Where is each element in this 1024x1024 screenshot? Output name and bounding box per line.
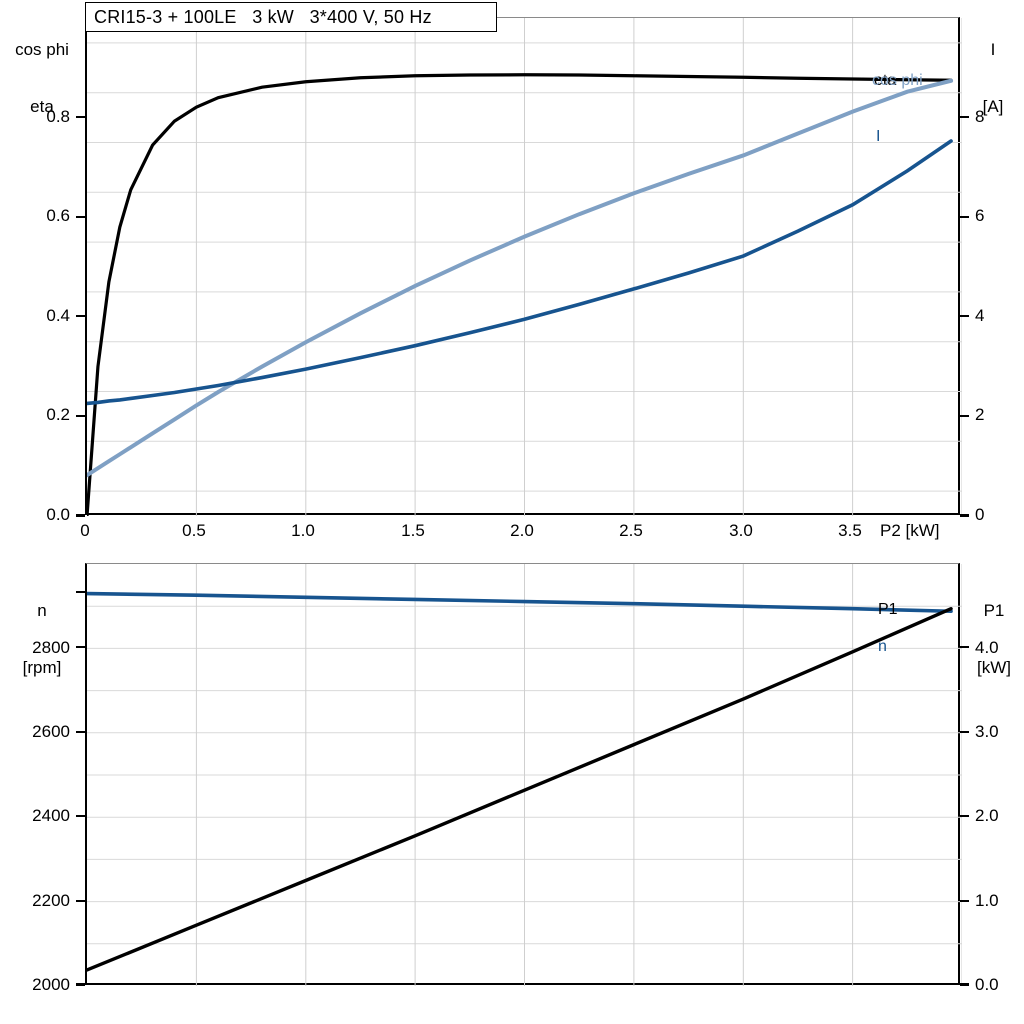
bottom-plot-area <box>85 563 962 986</box>
curve-cos-phi <box>87 78 954 478</box>
tick-mark <box>76 514 85 517</box>
top-left-axis-title: cos phi eta <box>6 2 78 154</box>
bottom-left-tick-1: 2200 <box>32 891 70 910</box>
tick-mark <box>76 315 85 318</box>
top-x-tick-0: 0 <box>80 521 90 540</box>
curve-label-current: I <box>876 128 881 145</box>
tick-mark <box>960 514 969 517</box>
tick-mark <box>960 315 969 318</box>
bottom-curves <box>87 591 953 972</box>
top-right-tick-3: 6 <box>975 206 985 225</box>
bottom-right-axis-title-line1: P1 <box>983 601 1005 620</box>
tick-mark <box>960 899 969 902</box>
top-left-tick-2: 0.4 <box>46 306 70 325</box>
curve-label-power: P1 <box>878 601 898 618</box>
bottom-left-tick-4: 2800 <box>32 638 70 657</box>
top-left-tick-3: 0.6 <box>46 206 70 225</box>
tick-mark <box>76 215 85 218</box>
bottom-left-tick-2: 2400 <box>32 806 70 825</box>
bottom-right-tick-4: 4.0 <box>975 638 999 657</box>
tick-mark <box>960 215 969 218</box>
top-curves <box>87 73 954 516</box>
bottom-left-axis-title-line2: [rpm] <box>22 658 62 677</box>
top-right-tick-0: 0 <box>975 505 985 524</box>
top-right-tick-4: 8 <box>975 107 985 126</box>
top-left-tick-0: 0.0 <box>46 505 70 524</box>
tick-mark <box>76 591 85 593</box>
bottom-left-tick-3: 2600 <box>32 722 70 741</box>
curve-label-eta: eta <box>874 72 897 89</box>
top-right-axis-title-line1: I <box>990 40 996 59</box>
curve-power <box>87 607 953 972</box>
tick-mark <box>960 414 969 417</box>
top-x-tick-7: 3.5 <box>838 521 862 540</box>
top-left-tick-4: 0.8 <box>46 107 70 126</box>
top-grid <box>87 18 962 516</box>
tick-mark <box>76 116 85 119</box>
tick-mark <box>76 983 85 986</box>
tick-mark <box>76 730 85 733</box>
tick-mark <box>960 815 969 818</box>
tick-mark <box>960 116 969 119</box>
top-x-tick-3: 1.5 <box>401 521 425 540</box>
top-right-tick-2: 4 <box>975 306 985 325</box>
chart-title-box: CRI15-3 + 100LE 3 kW 3*400 V, 50 Hz <box>85 2 497 32</box>
top-x-tick-4: 2.0 <box>510 521 534 540</box>
top-left-axis-title-line1: cos phi <box>15 40 69 59</box>
top-x-tick-1: 0.5 <box>182 521 206 540</box>
tick-mark <box>960 646 969 649</box>
bottom-right-tick-3: 3.0 <box>975 722 999 741</box>
tick-mark <box>76 646 85 649</box>
top-x-axis-title: P2 [kW] <box>880 521 940 540</box>
tick-mark <box>76 899 85 902</box>
bottom-right-axis-title-line2: [kW] <box>977 658 1011 677</box>
curve-eta <box>87 73 953 516</box>
top-x-tick-6: 3.0 <box>729 521 753 540</box>
bottom-left-axis-title: n [rpm] <box>6 563 78 715</box>
page-title: CRI15-3 + 100LE 3 kW 3*400 V, 50 Hz <box>94 6 432 27</box>
tick-mark <box>960 730 969 733</box>
top-x-tick-5: 2.5 <box>619 521 643 540</box>
bottom-right-tick-2: 2.0 <box>975 806 999 825</box>
bottom-right-tick-1: 1.0 <box>975 891 999 910</box>
top-x-tick-2: 1.0 <box>291 521 315 540</box>
top-right-tick-1: 2 <box>975 405 985 424</box>
curve-label-speed: n <box>878 638 887 655</box>
bottom-right-tick-0: 0.0 <box>975 975 999 994</box>
curve-current <box>87 139 953 406</box>
bottom-right-axis-title: P1 [kW] <box>966 563 1022 715</box>
tick-mark <box>76 414 85 417</box>
curve-speed <box>87 591 953 614</box>
bottom-grid <box>87 564 962 986</box>
top-right-axis-title: I [A] <box>966 2 1020 154</box>
top-plot-area <box>85 17 962 516</box>
tick-mark <box>76 815 85 818</box>
tick-mark <box>960 983 969 986</box>
top-left-tick-1: 0.2 <box>46 405 70 424</box>
curve-label-cos-phi: cos phi <box>872 72 923 89</box>
top-left-axis-title-line2: eta <box>30 97 54 116</box>
bottom-left-axis-title-line1: n <box>37 601 47 620</box>
top-right-axis-title-line2: [A] <box>982 97 1004 116</box>
bottom-left-tick-0: 2000 <box>32 975 70 994</box>
